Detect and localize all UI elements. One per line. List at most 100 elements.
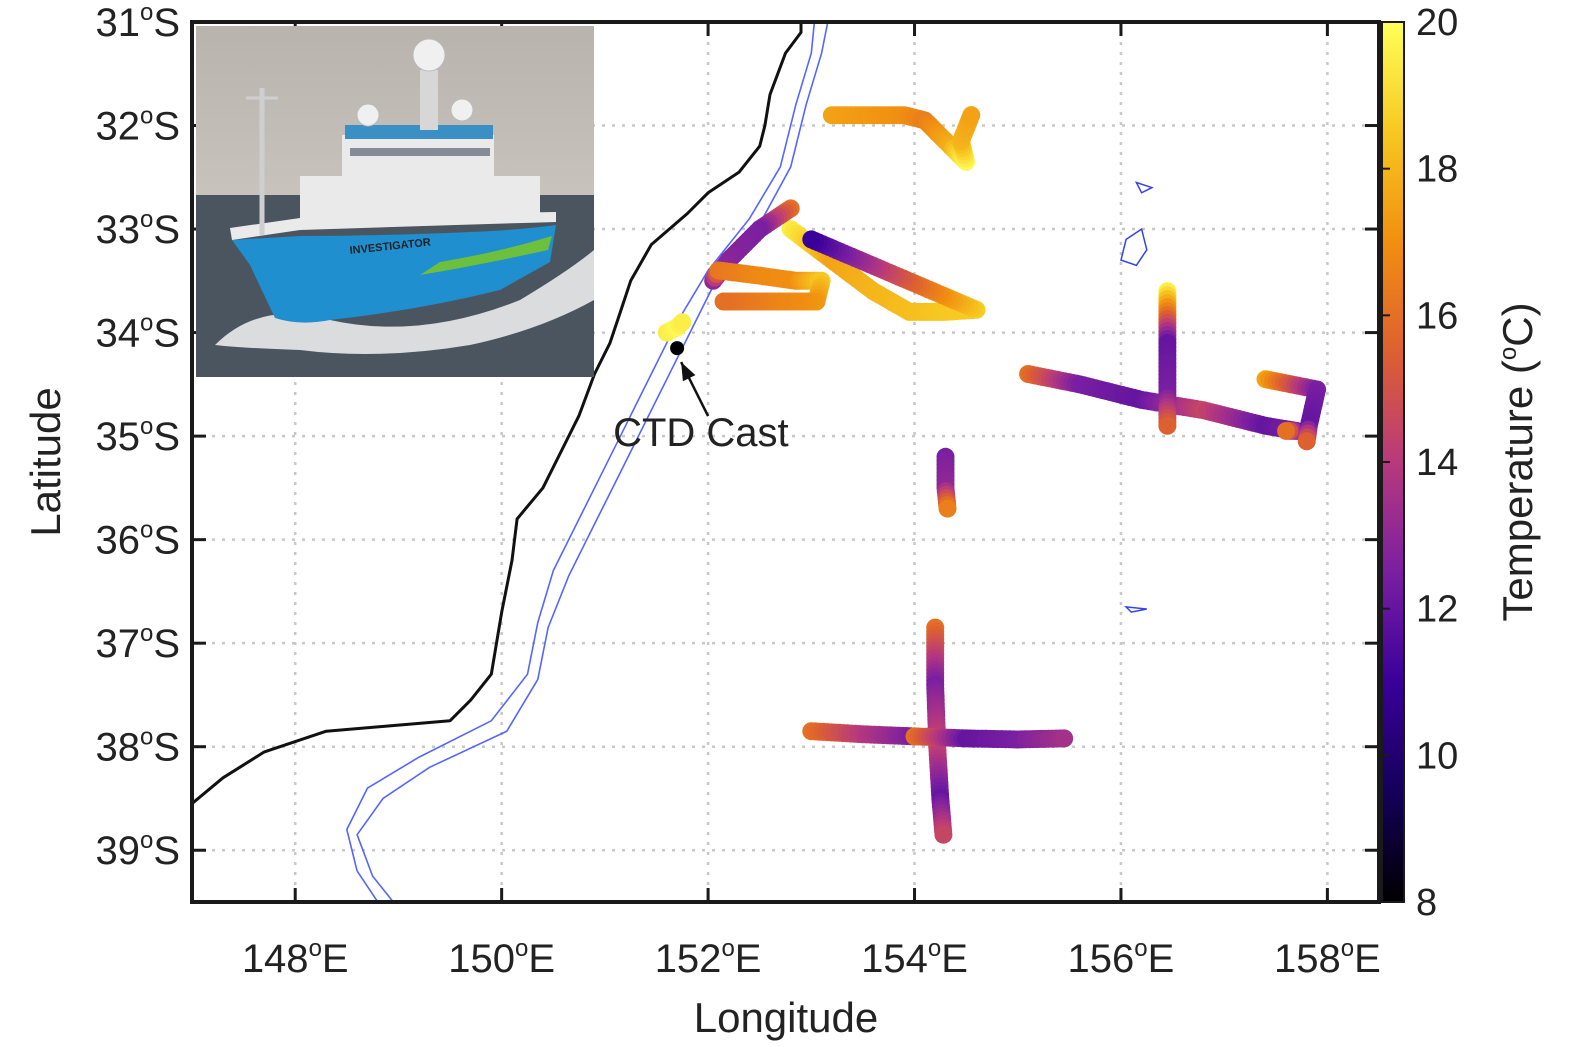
tick-degree-sign: o [1341,935,1354,962]
colorbar-label-degree: o [1495,347,1522,360]
tick-hemisphere: S [153,105,180,149]
axis-ticks: 148oE 150oE 152oE 154oE 156oE 158oE31oS32oS33… [95,0,1380,981]
y-tick-label: 38oS [95,724,180,770]
track-point [934,825,953,844]
x-axis-title: Longitude [694,994,879,1041]
colorbar-tick-label: 16 [1416,295,1458,337]
tick-degrees: 38 [95,726,140,770]
ctd-cast-point [670,341,685,356]
tick-hemisphere: E [1354,937,1381,981]
y-axis-title: Latitude [22,387,69,536]
tick-hemisphere: E [322,937,349,981]
colorbar-label-pre: Temperature ( [1494,360,1541,621]
tick-degree-sign: o [515,935,528,962]
colorbar-tick-label: 20 [1416,2,1458,44]
tick-degrees: 148 [242,937,309,981]
tick-degrees: 31 [95,1,140,45]
y-tick-label: 37oS [95,620,180,666]
colorbar-tick-label: 18 [1416,149,1458,191]
tick-hemisphere: E [528,937,555,981]
tick-hemisphere: E [941,937,968,981]
x-tick-label: 158oE [1274,935,1381,981]
track-point [1297,432,1316,451]
coastline [192,22,803,805]
tick-degrees: 37 [95,622,140,666]
island-contour [1134,181,1154,194]
tick-degrees: 36 [95,519,140,563]
y-tick-label: 35oS [95,413,180,459]
colorbar: 8 10 12 14 16 18 20 Temperature (oC) [1381,2,1541,924]
isobath-inner-contour [345,22,816,902]
tick-hemisphere: S [153,519,180,563]
tick-hemisphere: S [153,1,180,45]
tick-degrees: 39 [95,829,140,873]
tick-degrees: 150 [448,937,515,981]
x-tick-label: 156oE [1068,935,1175,981]
colorbar-ticks: 8 10 12 14 16 18 20 [1382,2,1458,924]
island-contour [1120,227,1148,267]
track-point [673,313,692,332]
isobath-outer-contour [356,22,829,902]
tick-degree-sign: o [140,413,153,440]
ship-hull [232,225,556,323]
tick-hemisphere: S [153,726,180,770]
tick-hemisphere: S [153,622,180,666]
ship-track [1158,282,1177,435]
x-tick-label: 154oE [861,935,968,981]
track-point [1055,729,1074,748]
colorbar-label-post: C) [1494,302,1541,346]
x-tick-label: 150oE [448,935,555,981]
ship-photo-inset: INVESTIGATOR [196,26,594,377]
tick-degrees: 156 [1068,937,1135,981]
radar-dome-right-icon [450,98,474,122]
tick-degree-sign: o [140,310,153,337]
tick-hemisphere: S [153,208,180,252]
hull-green-stripe [420,236,552,275]
ctd-cast-annotation: CTD Cast [613,361,789,455]
tick-degree-sign: o [140,0,153,26]
radar-dome-left-icon [356,103,380,127]
tick-degree-sign: o [1134,935,1147,962]
track-point [802,230,821,249]
y-tick-label: 39oS [95,827,180,873]
colorbar-tick-label: 12 [1416,589,1458,631]
tick-degree-sign: o [140,103,153,130]
track-point [714,292,733,311]
colorbar-tick-label: 14 [1416,442,1458,484]
island-contour [1124,605,1147,613]
tick-degree-sign: o [721,935,734,962]
ship-superstructure [300,176,540,220]
x-tick-label: 148oE [242,935,349,981]
tick-hemisphere: S [153,415,180,459]
ship-tracks [657,106,1327,844]
colorbar-tick-label: 8 [1416,882,1437,924]
y-tick-label: 31oS [95,0,180,45]
tick-hemisphere: E [1148,937,1175,981]
y-tick-label: 34oS [95,310,180,356]
tick-hemisphere: E [735,937,762,981]
tick-degree-sign: o [140,517,153,544]
ship-track [1256,370,1327,451]
ship-track [802,722,1074,749]
colorbar-tick-label: 10 [1416,735,1458,777]
radar-dome-top-icon [412,38,446,72]
tick-hemisphere: S [153,312,180,356]
bridge-windows [350,148,490,156]
tick-degrees: 35 [95,415,140,459]
tick-degrees: 152 [655,937,722,981]
tick-hemisphere: S [153,829,180,873]
ship-track [657,313,692,342]
colorbar-label: Temperature (oC) [1494,302,1541,621]
ship-upper-deck [342,135,494,180]
ctd-arrowhead-icon [681,362,696,382]
grid [192,22,1379,902]
track-point [962,106,981,125]
bow-wake [215,250,594,354]
map-frame [190,20,1381,904]
tick-degrees: 154 [861,937,928,981]
ship-bridge-band [345,125,493,139]
tick-degree-sign: o [140,206,153,233]
tick-degree-sign: o [140,724,153,751]
ctd-cast-label: CTD Cast [613,411,789,455]
